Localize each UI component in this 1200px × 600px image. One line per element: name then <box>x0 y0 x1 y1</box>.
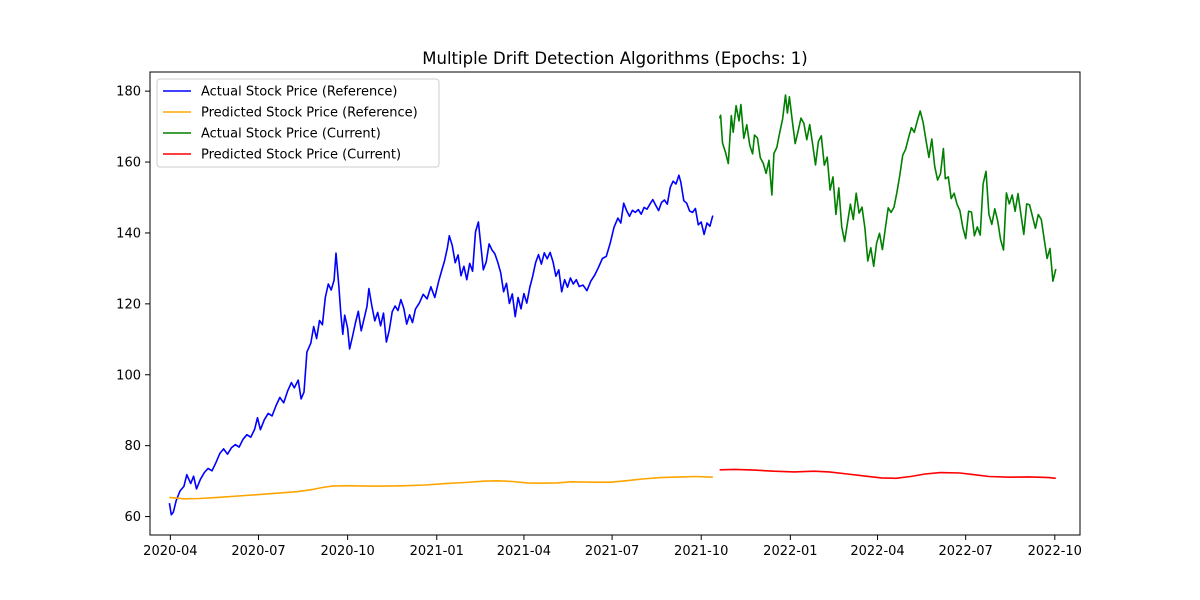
y-tick-label: 160 <box>116 156 141 171</box>
series-line-4 <box>719 468 1056 480</box>
y-tick-label: 60 <box>124 510 141 525</box>
x-tick-label: 2021-07 <box>585 544 639 559</box>
legend-entry-3: Actual Stock Price (Current) <box>201 127 381 142</box>
series-line-3 <box>718 94 1057 282</box>
chart-title: Multiple Drift Detection Algorithms (Epo… <box>422 49 807 68</box>
series-line-2 <box>169 475 713 500</box>
x-tick-label: 2022-04 <box>850 544 904 559</box>
legend: Actual Stock Price (Reference) Predicted … <box>156 78 440 168</box>
legend-entry-2: Predicted Stock Price (Reference) <box>201 106 418 121</box>
x-tick-label: 2020-04 <box>143 544 197 559</box>
legend-box <box>156 78 440 168</box>
x-tick-label: 2020-10 <box>320 544 374 559</box>
x-tick-label: 2022-07 <box>939 544 993 559</box>
y-tick-label: 140 <box>116 226 141 241</box>
x-tick-label: 2021-01 <box>410 544 464 559</box>
y-tick-label: 80 <box>124 439 141 454</box>
x-tick-label: 2021-04 <box>497 544 551 559</box>
x-tick-label: 2021-10 <box>674 544 728 559</box>
legend-entry-4: Predicted Stock Price (Current) <box>201 148 401 163</box>
series-layer <box>168 94 1057 516</box>
x-tick-label: 2022-10 <box>1028 544 1082 559</box>
y-tick-label: 180 <box>116 85 141 100</box>
y-tick-label: 100 <box>116 368 141 383</box>
x-tick-label: 2020-07 <box>231 544 285 559</box>
y-axis: 60 80 100 120 140 160 180 <box>116 85 150 525</box>
series-line-1 <box>168 174 714 516</box>
y-tick-label: 120 <box>116 297 141 312</box>
x-axis: 2020-04 2020-07 2020-10 2021-01 2021-04 2021-… <box>143 535 1082 559</box>
x-tick-label: 2022-01 <box>763 544 817 559</box>
legend-entry-1: Actual Stock Price (Reference) <box>201 85 397 100</box>
